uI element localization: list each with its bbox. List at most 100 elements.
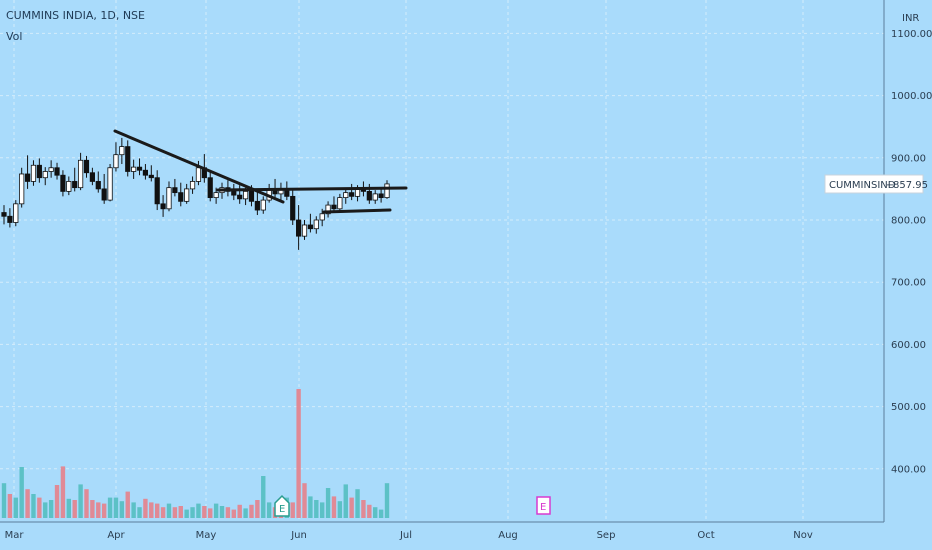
volume-bar <box>367 504 372 518</box>
price-tag-separator: − <box>886 180 894 191</box>
earnings-marker-upcoming[interactable]: E <box>536 496 551 515</box>
volume-bar <box>296 389 301 518</box>
volume-bar <box>125 491 130 518</box>
candle-body <box>1 212 7 217</box>
candle-body <box>48 167 54 172</box>
candle-body <box>131 166 137 172</box>
price-axis[interactable]: 1100.00 1000.00 900.00 800.00 700.00 600.00 50… <box>891 29 932 475</box>
volume-bar <box>384 483 390 518</box>
volume-bar <box>90 500 95 518</box>
candle-body <box>325 204 331 215</box>
candle-body <box>207 177 213 199</box>
volume-bar <box>119 501 125 518</box>
candle-body <box>36 164 42 179</box>
candle-body <box>366 190 372 201</box>
volume-bar <box>290 502 295 518</box>
volume-bar <box>302 483 307 518</box>
price-tag: CUMMINSIND − 857.95 <box>824 174 928 194</box>
volume-bar <box>78 484 83 518</box>
candle-body <box>101 188 107 201</box>
trendline[interactable] <box>322 208 392 214</box>
candle-body <box>331 204 337 210</box>
month-tick-label: Oct <box>697 530 714 541</box>
month-tick-label: May <box>196 530 217 541</box>
month-tick-label: Sep <box>597 530 616 541</box>
time-axis[interactable]: Mar Apr May Jun Jul Aug Sep Oct Nov <box>5 530 813 541</box>
candle-body <box>237 194 243 200</box>
volume-indicator-label: Vol <box>6 30 23 43</box>
volume-bars <box>1 389 390 518</box>
candle-body <box>54 167 60 176</box>
volume-bar <box>361 500 366 518</box>
candle-body <box>242 190 249 200</box>
earnings-marker-upcoming-label: E <box>540 502 546 513</box>
volume-bar <box>249 504 254 518</box>
price-tick-label: 400.00 <box>891 464 926 475</box>
volume-bar <box>1 483 7 518</box>
candle-body <box>254 200 260 211</box>
volume-bar <box>184 509 189 518</box>
candle-body <box>166 187 172 210</box>
currency-label: INR <box>902 13 919 24</box>
candle-body <box>66 181 72 192</box>
candle-body <box>195 167 202 182</box>
volume-bar <box>66 498 72 518</box>
volume-bar <box>101 503 107 518</box>
price-tag-symbol: CUMMINSIND <box>829 180 896 191</box>
volume-bar <box>325 488 331 518</box>
volume-bar <box>255 500 260 518</box>
volume-bar <box>19 467 24 518</box>
candle-body <box>78 159 84 189</box>
month-tick-label: Aug <box>498 530 518 541</box>
candle-body <box>231 190 237 196</box>
price-tick-label: 900.00 <box>891 153 926 164</box>
volume-bar <box>54 485 60 518</box>
volume-bar <box>31 494 36 518</box>
candle-body <box>154 177 160 205</box>
volume-bar <box>337 501 343 518</box>
volume-bar <box>225 507 231 518</box>
volume-bar <box>160 507 166 518</box>
candle-body <box>160 203 166 210</box>
month-tick-label: Jul <box>399 530 412 541</box>
symbol-title: CUMMINS INDIA, 1D, NSE <box>6 9 145 22</box>
earnings-marker[interactable]: E <box>274 494 290 517</box>
candle-body <box>72 181 78 189</box>
candle-body <box>184 188 190 202</box>
candle-body <box>107 167 113 201</box>
trendline[interactable] <box>113 129 285 204</box>
volume-bar <box>231 509 236 518</box>
month-tick-label: Mar <box>5 530 25 541</box>
month-tick-label: Nov <box>793 530 813 541</box>
candle-body <box>60 174 66 192</box>
candle-body <box>125 146 131 172</box>
price-tick-label: 800.00 <box>891 216 926 227</box>
volume-bar <box>48 500 54 518</box>
candle-body <box>42 171 48 179</box>
candle-body <box>172 187 178 194</box>
price-tick-label: 1100.00 <box>891 29 932 40</box>
candle-body <box>337 197 343 210</box>
month-tick-label: Apr <box>107 530 125 541</box>
volume-bar <box>378 509 384 518</box>
trendline[interactable] <box>216 186 408 192</box>
volume-bar <box>355 489 360 518</box>
volume-bar <box>202 506 207 518</box>
candle-body <box>248 190 255 202</box>
candle-body <box>30 164 37 182</box>
candle-body <box>213 192 219 199</box>
volume-bar <box>373 507 378 518</box>
candle-body <box>83 159 90 174</box>
volume-bar <box>178 506 183 518</box>
candle-body <box>319 213 325 221</box>
trendlines[interactable] <box>113 129 408 214</box>
volume-bar <box>190 507 195 518</box>
volume-bar <box>219 506 225 518</box>
candle-body <box>24 173 31 182</box>
candle-body <box>378 193 384 199</box>
candle-body <box>343 192 349 199</box>
price-tick-label: 500.00 <box>891 402 926 413</box>
volume-bar <box>96 502 101 518</box>
candle-body <box>113 154 119 169</box>
